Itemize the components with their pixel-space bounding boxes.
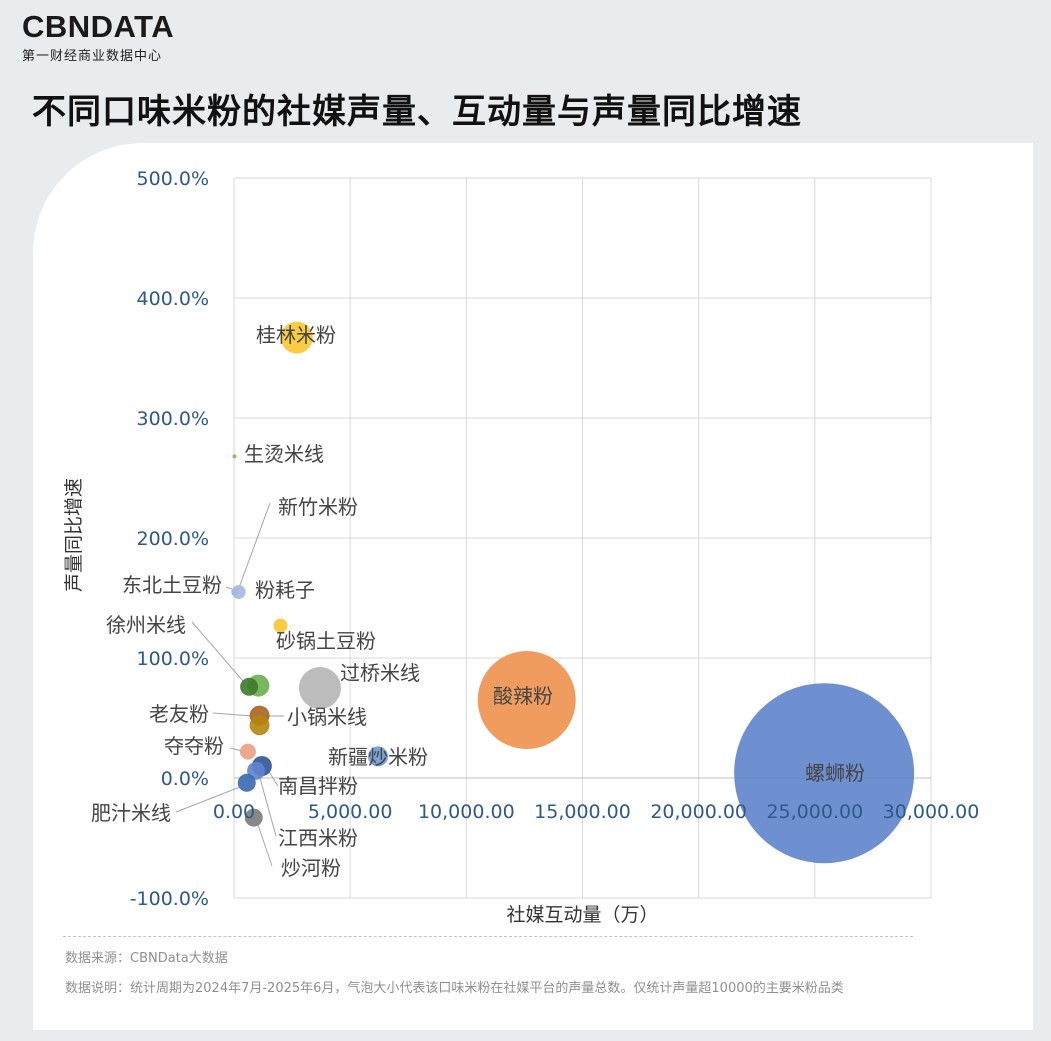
leader-line [191, 621, 244, 682]
bubble-point [280, 321, 313, 354]
x-tick-label: 30,000.00 [883, 801, 980, 823]
x-axis-title: 社媒互动量（万） [506, 904, 658, 926]
leader-line [175, 786, 241, 813]
bubble-label: 东北土豆粉 [122, 573, 222, 597]
y-tick-label: 300.0% [137, 408, 209, 430]
y-tick-label: 200.0% [137, 528, 209, 550]
bubble-point [231, 588, 240, 596]
footer-divider [63, 936, 913, 937]
chart-card [33, 143, 1033, 1030]
bubble-label: 新疆炒米粉 [328, 745, 428, 769]
bubble-label: 江西米粉 [278, 826, 358, 850]
bubble-label: 粉耗子 [255, 578, 315, 602]
x-tick-label: 20,000.00 [650, 801, 747, 823]
leader-line [229, 747, 243, 752]
y-tick-label: 500.0% [137, 168, 209, 190]
bubble-point [237, 773, 256, 792]
bubble-point [249, 715, 270, 736]
footer-note: 数据说明：统计周期为2024年7月-2025年6月，气泡大小代表该口味米粉在社媒… [65, 981, 844, 996]
y-tick-label: 400.0% [137, 288, 209, 310]
leader-line [267, 769, 279, 787]
y-tick-label: -100.0% [130, 888, 209, 910]
bubble-point [244, 808, 263, 827]
bubble-label: 徐州米线 [106, 613, 186, 637]
y-tick-label: 0.0% [161, 768, 209, 790]
bubble-point [368, 746, 389, 767]
bubble-label: 老友粉 [149, 702, 209, 726]
page-title: 不同口味米粉的社媒声量、互动量与声量同比增速 [32, 92, 802, 132]
bubble-point [734, 683, 915, 864]
bubble-label: 螺蛳粉 [805, 761, 865, 785]
bubble-label: 南昌拌粉 [278, 774, 358, 798]
brand-subtitle: 第一财经商业数据中心 [22, 49, 163, 64]
x-tick-label: 5,000.00 [308, 801, 393, 823]
bubble-label: 酸辣粉 [493, 684, 553, 708]
bubble-label: 小锅米线 [287, 705, 367, 729]
x-tick-label: 15,000.00 [534, 801, 631, 823]
bubble-point [240, 677, 259, 696]
x-tick-label: 25,000.00 [766, 801, 863, 823]
bubble-label: 炒河粉 [281, 856, 341, 880]
bubble-label: 砂锅土豆粉 [276, 629, 376, 653]
y-tick-label: 100.0% [137, 648, 209, 670]
brand-logo-block: CBNDATA 第一财经商业数据中心 [22, 9, 175, 65]
bubble-label: 新竹米粉 [278, 495, 358, 519]
bubble-point [239, 743, 256, 760]
leader-line [256, 821, 273, 867]
x-tick-label: 10,000.00 [418, 801, 515, 823]
y-axis-title: 声量同比增速 [63, 478, 85, 592]
bubble-label: 过桥米线 [340, 661, 420, 685]
bubble-point [232, 454, 237, 459]
leader-line [239, 502, 271, 586]
leader-line [225, 586, 233, 590]
leader-line [212, 712, 253, 717]
footer-source: 数据来源：CBNData大数据 [65, 951, 228, 966]
bubble-point [477, 651, 576, 749]
bubble-label: 夺夺粉 [164, 734, 224, 758]
bubble-label: 肥汁米线 [91, 801, 171, 825]
bubble-point [273, 618, 288, 633]
bubble-label: 桂林米粉 [256, 323, 336, 347]
brand-logo: CBNDATA [22, 9, 175, 44]
bubble-label: 生烫米线 [244, 442, 324, 466]
leader-line [257, 770, 277, 837]
x-tick-label: 0.00 [213, 801, 255, 823]
bubble-point [298, 667, 341, 709]
